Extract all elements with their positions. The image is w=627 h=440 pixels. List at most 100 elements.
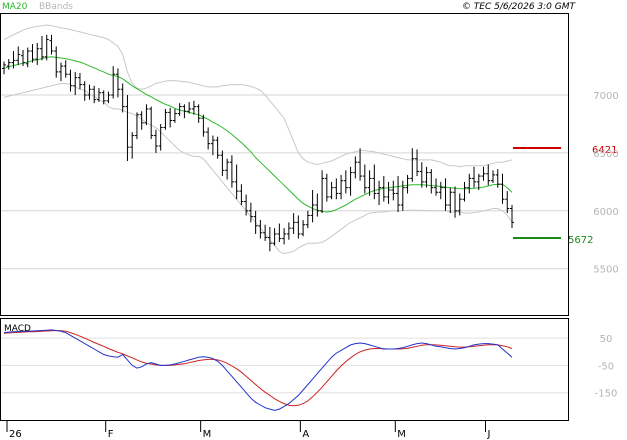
ohlc-bar	[315, 193, 320, 217]
ohlc-bar	[396, 176, 401, 212]
ohlc-bar	[120, 83, 125, 113]
ohlc-bar	[296, 215, 301, 239]
x-tick-label: M	[203, 429, 212, 440]
ohlc-bar	[168, 107, 173, 128]
macd-y-tick-label: 50	[600, 334, 613, 345]
ohlc-bar	[310, 189, 315, 223]
copyright-timestamp: © TEC 5/6/2026 3:0 GMT	[462, 2, 577, 12]
ohlc-bar	[158, 123, 163, 151]
ohlc-bar	[187, 101, 192, 114]
ohlc-bar	[495, 169, 500, 188]
ohlc-bar	[20, 49, 25, 67]
ma20-line	[3, 56, 513, 213]
ohlc-bar	[234, 164, 239, 200]
ohlc-bar	[453, 186, 458, 218]
ohlc-bar	[472, 166, 477, 188]
ohlc-bar	[362, 164, 367, 194]
ohlc-bar	[334, 178, 339, 200]
ohlc-bar	[30, 44, 35, 63]
ohlc-bar	[191, 100, 196, 115]
macd-y-tick-label: -50	[598, 361, 614, 372]
price-y-tick-label: 6500	[593, 149, 618, 160]
ohlc-bar	[400, 180, 405, 211]
ohlc-bar	[386, 181, 391, 204]
ohlc-bar	[87, 84, 92, 100]
support-value: 5672	[568, 235, 593, 246]
ohlc-bar	[182, 104, 187, 119]
ohlc-bar	[448, 187, 453, 214]
ohlc-bar	[58, 62, 63, 82]
price-gridlines	[1, 94, 568, 270]
bbands-legend-label: BBands	[39, 2, 73, 12]
ohlc-bar	[434, 178, 439, 196]
ohlc-bar	[106, 91, 111, 104]
ohlc-bar	[272, 228, 277, 246]
ohlc-bar	[410, 148, 415, 182]
ohlc-bar	[82, 81, 87, 101]
ohlc-bar	[73, 71, 78, 96]
x-tick-label: F	[108, 429, 114, 440]
x-tick-label: A	[302, 429, 309, 440]
ohlc-bar	[462, 181, 467, 202]
ohlc-bar	[96, 88, 101, 102]
ohlc-bar	[49, 34, 54, 55]
ohlc-bar	[486, 164, 491, 186]
x-tick-label: 26	[9, 429, 22, 440]
ohlc-bar	[101, 90, 106, 105]
ohlc-bar	[11, 51, 16, 69]
ohlc-bar	[481, 166, 486, 181]
ohlc-bar	[405, 174, 410, 194]
ohlc-bar	[2, 61, 6, 75]
ohlc-bar	[377, 180, 382, 206]
ohlc-bar	[210, 135, 215, 156]
ohlc-bar	[286, 222, 291, 240]
ohlc-bar	[277, 223, 282, 243]
ohlc-bar	[353, 156, 358, 179]
ohlc-bars	[2, 34, 514, 252]
ohlc-bar	[258, 220, 263, 239]
ohlc-bar	[419, 162, 424, 188]
ohlc-bar	[358, 148, 363, 181]
ohlc-bar	[125, 95, 130, 162]
price-panel-frame	[0, 13, 569, 316]
ohlc-bar	[239, 184, 244, 206]
price-y-tick-label: 6000	[593, 207, 618, 218]
ohlc-bar	[263, 224, 268, 241]
ohlc-bar	[457, 193, 462, 216]
ohlc-bar	[391, 180, 396, 201]
ohlc-bar	[248, 202, 253, 223]
ohlc-bar	[39, 35, 44, 61]
macd-signal-line	[3, 329, 513, 407]
ohlc-bar	[438, 181, 443, 200]
ohlc-bar	[305, 210, 310, 229]
ohlc-bar	[320, 170, 325, 214]
ohlc-bar	[505, 191, 510, 214]
ohlc-bar	[343, 170, 348, 194]
ohlc-bar	[367, 170, 372, 196]
ohlc-bar	[229, 155, 234, 188]
ohlc-bar	[68, 69, 73, 92]
ohlc-bar	[282, 228, 287, 245]
ohlc-bar	[149, 106, 154, 140]
x-axis: 26 F M A M J	[6, 421, 490, 440]
ohlc-bar	[381, 176, 386, 202]
ohlc-bar	[16, 46, 21, 65]
ohlc-bar	[476, 173, 481, 190]
ohlc-bar	[491, 170, 496, 184]
ohlc-bar	[253, 210, 258, 234]
ohlc-bar	[196, 104, 201, 123]
price-y-ticks: 7000 6500 6000 5500	[593, 91, 618, 276]
ohlc-bar	[372, 164, 377, 200]
ohlc-bar	[215, 136, 220, 159]
ohlc-bar	[44, 34, 49, 61]
ohlc-bar	[329, 181, 334, 200]
ohlc-bar	[267, 227, 272, 252]
ohlc-bar	[301, 220, 306, 237]
ohlc-bar	[291, 213, 296, 234]
ohlc-bar	[510, 205, 514, 229]
ohlc-bar	[130, 132, 135, 159]
ohlc-bar	[220, 150, 225, 177]
ohlc-bar	[500, 173, 505, 204]
ohlc-bar	[415, 149, 420, 177]
